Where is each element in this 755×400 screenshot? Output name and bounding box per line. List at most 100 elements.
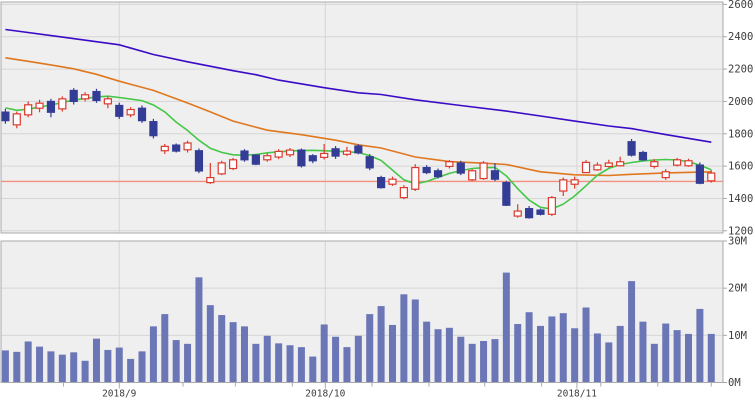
candle	[468, 170, 477, 181]
candle	[320, 152, 329, 158]
candle	[399, 187, 408, 199]
candle	[411, 166, 420, 190]
month-label: 2018/11	[557, 389, 597, 400]
ma-mid-line	[5, 57, 712, 177]
candle	[661, 171, 670, 179]
candle	[365, 156, 374, 169]
candle	[673, 159, 682, 166]
candle	[217, 162, 226, 175]
volume-bar	[47, 351, 55, 383]
volume-bar	[206, 305, 214, 383]
candle	[58, 98, 67, 110]
candle	[92, 90, 101, 102]
x-axis-ticks	[62, 382, 712, 389]
volume-bar	[411, 299, 419, 383]
volume-bar	[388, 324, 396, 383]
volume-bar	[309, 356, 317, 383]
volume-axis-labels: 30M 20M 10M 0M	[723, 235, 747, 389]
candle	[695, 164, 704, 184]
volume-bar	[673, 330, 681, 383]
volume-bar	[149, 326, 157, 383]
price-axis-label: 2600	[728, 0, 753, 11]
candles	[1, 88, 716, 219]
volume-bar	[343, 347, 351, 383]
price-axis-label: 1600	[728, 161, 753, 173]
candle	[536, 209, 545, 215]
volume-bar	[127, 358, 135, 383]
volume-bar	[240, 326, 248, 383]
volume-bar	[582, 307, 590, 383]
volume-bar	[445, 327, 453, 383]
candle	[502, 181, 511, 206]
volume-bar	[24, 341, 32, 383]
candle	[80, 94, 90, 100]
candle	[342, 150, 352, 155]
volume-bar	[1, 350, 9, 383]
candle	[445, 161, 454, 168]
candle	[547, 197, 556, 215]
volume-axis-label: 30M	[728, 235, 747, 247]
candle	[229, 159, 238, 170]
price-panel	[1, 2, 723, 233]
volume-bar	[628, 281, 636, 383]
ma-short-line	[5, 95, 712, 210]
candle	[581, 161, 591, 174]
price-axis-label: 1200	[728, 225, 753, 237]
volume-bar	[172, 340, 180, 383]
x-axis-month-labels: 2018/9 2018/10 2018/11	[102, 389, 597, 400]
volume-bar	[559, 313, 567, 383]
volume-bar	[423, 321, 431, 383]
candle	[479, 162, 488, 180]
volume-bar	[696, 308, 704, 383]
volume-bar	[229, 322, 237, 383]
candle	[638, 151, 648, 161]
volume-bar	[138, 351, 146, 383]
candle	[172, 144, 181, 152]
candle	[490, 170, 500, 180]
volume-bar	[297, 347, 305, 383]
volume-bars	[1, 272, 715, 383]
volume-axis-label: 10M	[728, 330, 747, 342]
volume-bar	[161, 314, 169, 383]
volume-bar	[571, 328, 579, 383]
candle	[24, 104, 33, 116]
month-label: 2018/9	[102, 389, 137, 400]
price-axis-label: 2400	[728, 31, 753, 43]
candle	[616, 161, 625, 167]
candle	[183, 142, 192, 151]
volume-bar	[92, 338, 100, 383]
volume-bar	[184, 343, 192, 383]
candle	[274, 150, 283, 158]
candle	[456, 162, 465, 174]
price-gridlines	[1, 3, 723, 232]
candle	[12, 113, 21, 126]
candle	[593, 164, 602, 171]
volume-bar	[468, 343, 476, 383]
candle	[684, 160, 693, 167]
volume-gridlines	[1, 287, 723, 336]
candle	[707, 172, 716, 182]
candle	[126, 108, 135, 116]
candle	[35, 102, 44, 109]
price-axis-labels: 2600 2400 2200 2000 1800 1600 1400 1200	[723, 0, 753, 237]
candle	[251, 154, 260, 165]
candle	[69, 89, 78, 103]
candle	[604, 162, 613, 168]
candle	[160, 145, 169, 152]
volume-bar	[104, 349, 112, 383]
price-axis-label: 2000	[728, 96, 753, 108]
volume-bar	[286, 345, 294, 383]
volume-bar	[81, 360, 89, 383]
candle	[331, 148, 340, 157]
volume-bar	[70, 352, 78, 383]
volume-axis-label: 20M	[728, 283, 747, 295]
candle	[308, 155, 317, 162]
candle	[559, 179, 568, 192]
candle	[388, 178, 397, 185]
candle	[263, 155, 272, 161]
volume-bar	[593, 333, 601, 383]
volume-bar	[263, 335, 271, 383]
candle	[433, 170, 443, 178]
candle	[354, 145, 363, 154]
